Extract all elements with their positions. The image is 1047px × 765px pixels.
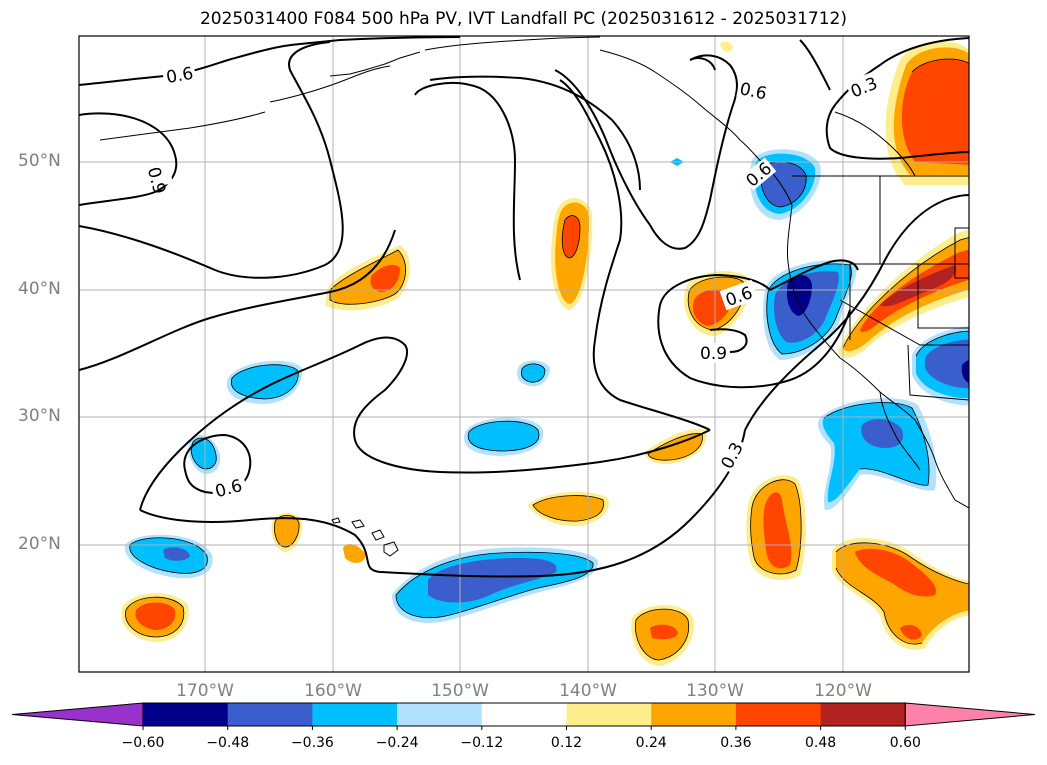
colorbar-cell xyxy=(566,703,652,726)
coastlines xyxy=(99,36,969,557)
colorbar-cell xyxy=(312,703,398,726)
lon-label-140w: 140°W xyxy=(559,681,617,701)
lat-label-50n: 50°N xyxy=(18,151,61,171)
lon-label-160w: 160°W xyxy=(304,681,362,701)
gridlines xyxy=(79,36,969,672)
lat-label-40n: 40°N xyxy=(18,279,61,299)
colorbar-tick-label: 0.24 xyxy=(635,735,667,751)
shade-34n146-cyan xyxy=(521,363,545,383)
shade-22n164-orange xyxy=(274,515,300,547)
colorbar-frame xyxy=(142,702,906,727)
shade-13n-red xyxy=(650,624,678,640)
colorbar-tick-label: 0.48 xyxy=(805,735,837,751)
colorbar-cell xyxy=(820,703,906,726)
colorbar-tick-label: −0.48 xyxy=(206,735,250,751)
shade-40n-red xyxy=(370,264,400,292)
colorbar-cell xyxy=(651,703,737,726)
shade-14n-red xyxy=(135,602,176,630)
shade-18n115-red xyxy=(855,548,936,597)
map-content: 0.6 0.9 0.6 0.3 0.6 0.6 0.9 0.3 0.6 xyxy=(79,36,969,672)
colorbar-cell xyxy=(481,703,567,726)
shade-hawaii-orange xyxy=(343,544,366,563)
contour-label: 0.9 xyxy=(700,344,727,364)
shade-29n-cyan xyxy=(468,421,539,451)
map-frame xyxy=(78,35,970,673)
chart-title: 2025031400 F084 500 hPa PV, IVT Landfall… xyxy=(199,9,847,29)
colorbar-tick-label: −0.36 xyxy=(290,735,334,751)
colorbar-tick-label: −0.12 xyxy=(460,735,504,751)
lon-label-150w: 150°W xyxy=(431,681,489,701)
lon-label-120w: 120°W xyxy=(814,681,872,701)
shade-baja-cyan xyxy=(822,402,930,503)
lat-label-20n: 20°N xyxy=(18,534,61,554)
shade-se-blue xyxy=(925,339,969,389)
colorbar-cell xyxy=(143,703,229,726)
shade-18n115-red2 xyxy=(900,624,922,640)
colorbar-tick-label: 0.36 xyxy=(720,735,752,751)
contour-label: 0.6 xyxy=(165,64,195,88)
shade-20n-blue xyxy=(163,547,190,561)
colorbar-cell xyxy=(397,703,483,726)
colorbar-extend-left xyxy=(11,702,144,727)
colorbar-extend-right xyxy=(904,702,1036,727)
contour-label-patches xyxy=(138,61,883,503)
shade-se-navy xyxy=(961,359,969,384)
colorbar-cell xyxy=(227,703,313,726)
shade-baja-blue xyxy=(861,418,904,448)
lat-label-30n: 30°N xyxy=(18,406,61,426)
colorbar-tick-label: −0.24 xyxy=(375,735,419,751)
shade-ne-red xyxy=(901,59,969,165)
colorbar-tick-label: 0.60 xyxy=(889,735,921,751)
shade-mid-red xyxy=(562,215,580,258)
lon-label-130w: 130°W xyxy=(686,681,744,701)
shade-cal-navy xyxy=(786,274,812,316)
shade-23n-orange xyxy=(533,495,604,522)
colorbar-cells xyxy=(11,702,1036,727)
colorbar-tick-label: 0.12 xyxy=(550,735,583,751)
colorbar-tick-label: −0.60 xyxy=(121,735,165,751)
shade-hawaii-light xyxy=(720,41,733,52)
colorbar-cell xyxy=(735,703,822,726)
shade-27n170-cyan xyxy=(191,438,217,469)
lon-label-170w: 170°W xyxy=(176,681,234,701)
pv-contours xyxy=(79,36,969,578)
shade-34n-cyan xyxy=(231,364,299,399)
shade-22n125-red xyxy=(763,492,792,569)
colorbar-ticklines xyxy=(142,726,906,730)
